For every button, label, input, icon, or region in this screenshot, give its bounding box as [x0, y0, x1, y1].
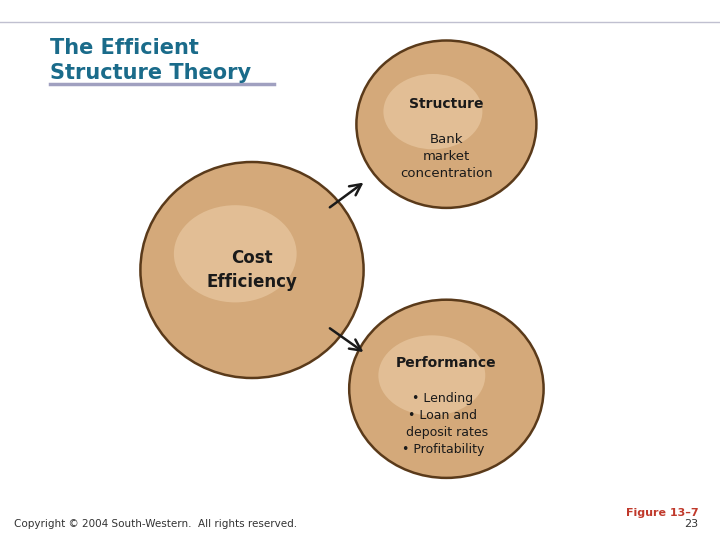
Text: Bank
market
concentration: Bank market concentration: [400, 116, 492, 180]
Ellipse shape: [383, 74, 482, 149]
Text: The Efficient
Structure Theory: The Efficient Structure Theory: [50, 38, 251, 83]
Text: Structure: Structure: [409, 97, 484, 111]
Ellipse shape: [379, 335, 485, 416]
Text: 23: 23: [684, 519, 698, 529]
Ellipse shape: [349, 300, 544, 478]
Text: Performance: Performance: [396, 356, 497, 370]
Text: Cost
Efficiency: Cost Efficiency: [207, 249, 297, 291]
Text: Copyright © 2004 South-Western.  All rights reserved.: Copyright © 2004 South-Western. All righ…: [14, 519, 297, 529]
Ellipse shape: [174, 205, 297, 302]
Ellipse shape: [140, 162, 364, 378]
Text: • Lending
• Loan and
  deposit rates
• Profitability: • Lending • Loan and deposit rates • Pro…: [397, 375, 488, 456]
Ellipse shape: [356, 40, 536, 208]
Text: Figure 13–7: Figure 13–7: [626, 508, 698, 518]
